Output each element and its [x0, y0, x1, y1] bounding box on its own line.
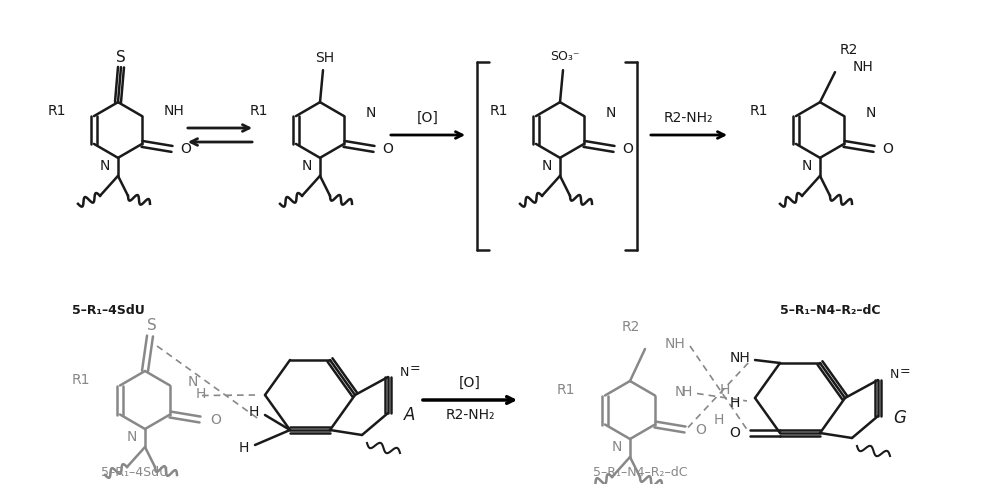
Text: H: H — [196, 387, 206, 400]
Text: N: N — [542, 159, 552, 173]
Text: R1: R1 — [48, 104, 66, 118]
Text: H: H — [249, 405, 259, 419]
Text: O: O — [695, 423, 706, 437]
Text: N: N — [127, 430, 137, 444]
Text: O: O — [210, 412, 221, 426]
Text: N: N — [400, 365, 409, 378]
Text: N: N — [890, 368, 899, 381]
Text: N: N — [302, 159, 312, 173]
Text: =: = — [410, 363, 421, 376]
Text: NH: NH — [853, 60, 874, 74]
Text: G: G — [894, 409, 906, 427]
Text: R2: R2 — [840, 43, 858, 57]
Text: N: N — [100, 159, 110, 173]
Text: S: S — [116, 50, 126, 65]
Text: NH: NH — [665, 337, 686, 351]
Text: N: N — [612, 440, 622, 454]
Text: [O]: [O] — [417, 111, 439, 125]
Text: R1: R1 — [250, 104, 268, 118]
Text: SH: SH — [315, 51, 335, 65]
Text: N: N — [866, 106, 876, 120]
Text: 5–R₁–4SdU: 5–R₁–4SdU — [72, 303, 144, 317]
Text: H: H — [239, 441, 249, 455]
Text: 5–R₁–4SdU: 5–R₁–4SdU — [101, 466, 169, 479]
Text: H: H — [730, 396, 740, 410]
Text: O: O — [180, 142, 191, 156]
Text: O: O — [622, 142, 633, 156]
Text: SO₃⁻: SO₃⁻ — [550, 50, 580, 62]
Text: A: A — [404, 406, 416, 424]
Text: 5–R₁–N4–R₂–dC: 5–R₁–N4–R₂–dC — [780, 303, 880, 317]
Text: R2-NH₂: R2-NH₂ — [663, 111, 713, 125]
Text: NH: NH — [164, 104, 185, 118]
Text: R2-NH₂: R2-NH₂ — [445, 408, 495, 422]
Text: R2: R2 — [622, 320, 640, 334]
Text: R1: R1 — [72, 374, 90, 388]
Text: N: N — [366, 106, 376, 120]
Text: N: N — [606, 106, 616, 120]
Text: R1: R1 — [556, 383, 575, 397]
Text: NH: NH — [729, 351, 750, 365]
Text: R1: R1 — [490, 104, 508, 118]
Text: N: N — [675, 385, 685, 399]
Text: O: O — [729, 426, 740, 440]
Text: 5–R₁–N4–R₂–dC: 5–R₁–N4–R₂–dC — [593, 466, 687, 479]
Text: O: O — [382, 142, 393, 156]
Text: H: H — [714, 412, 724, 426]
Text: H: H — [720, 383, 730, 397]
Text: H: H — [682, 385, 692, 399]
Text: S: S — [147, 318, 157, 333]
Text: =: = — [900, 365, 911, 378]
Text: N: N — [188, 376, 198, 390]
Text: [O]: [O] — [459, 376, 481, 390]
Text: N: N — [802, 159, 812, 173]
Text: R1: R1 — [750, 104, 768, 118]
Text: O: O — [882, 142, 893, 156]
